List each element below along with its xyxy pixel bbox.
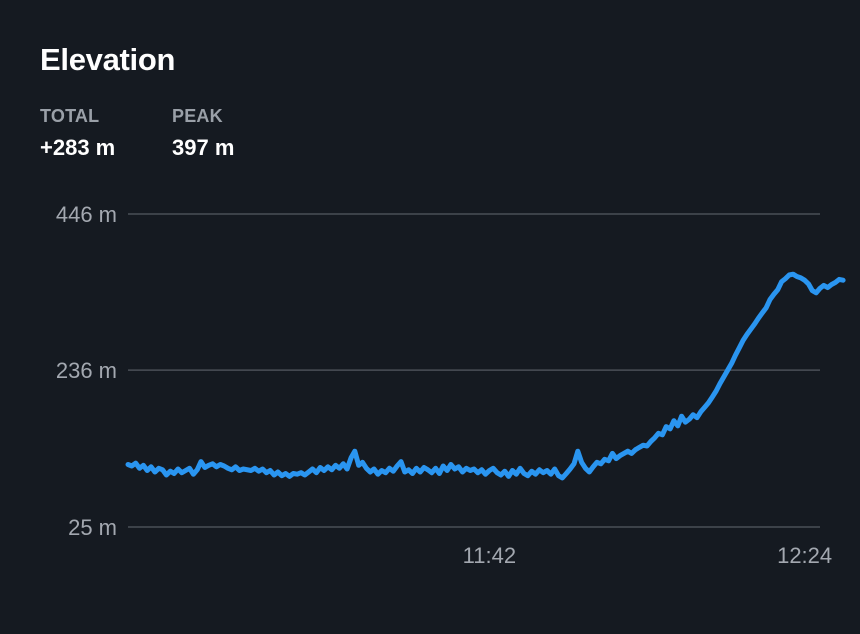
stat-total: TOTAL +283 m [40, 106, 115, 161]
stat-total-value: +283 m [40, 135, 116, 160]
x-axis: 11:42 12:24 [463, 543, 832, 568]
elevation-line [125, 271, 846, 481]
y-tick-label: 25 m [68, 515, 117, 540]
x-tick-label: 12:24 [777, 543, 832, 568]
stat-total-label: TOTAL [40, 106, 100, 126]
y-tick-label: 236 m [56, 358, 117, 383]
chart-title: Elevation [40, 42, 176, 77]
x-tick-label: 11:42 [463, 543, 516, 568]
grid-layer [128, 213, 820, 528]
stat-peak-label: PEAK [172, 106, 223, 126]
series-layer [125, 271, 846, 481]
y-tick-label: 446 m [56, 202, 117, 227]
y-axis: 25 m 236 m 446 m [56, 202, 117, 540]
stat-peak: PEAK 397 m [172, 106, 234, 161]
stat-peak-value: 397 m [172, 135, 235, 160]
